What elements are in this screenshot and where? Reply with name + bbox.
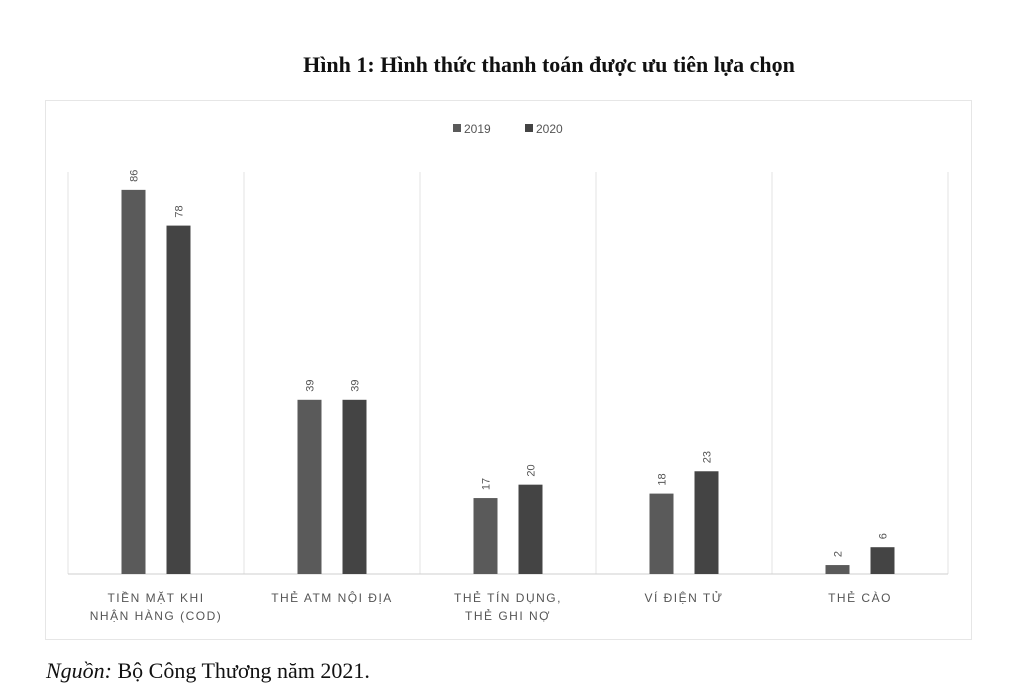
value-label-2019-cat-2: 17 — [481, 478, 493, 490]
bar-2019-cat-3 — [649, 493, 674, 574]
category-label-0-line-1: NHẬN HÀNG (COD) — [90, 608, 223, 623]
bar-2019-cat-4 — [825, 565, 850, 574]
value-label-2019-cat-3: 18 — [657, 473, 669, 485]
category-label-2-line-1: THẺ GHI NỢ — [465, 608, 551, 623]
chart-legend: 2019 2020 — [453, 122, 563, 136]
bar-2019-cat-1 — [297, 399, 322, 574]
value-label-2020-cat-4: 6 — [878, 533, 890, 539]
value-label-2019-cat-0: 86 — [129, 170, 141, 182]
bar-2020-cat-3 — [694, 471, 719, 574]
source-label: Nguồn: — [46, 658, 112, 683]
chart-bars — [121, 189, 895, 574]
legend-label-2019: 2019 — [464, 122, 491, 136]
category-label-0-line-0: TIỀN MẶT KHI — [107, 590, 204, 605]
value-label-2020-cat-3: 23 — [702, 451, 714, 463]
value-label-2020-cat-2: 20 — [526, 464, 538, 476]
category-label-2-line-0: THẺ TÍN DỤNG, — [454, 590, 562, 605]
bar-2020-cat-0 — [166, 225, 191, 574]
source-text: Bộ Công Thương năm 2021. — [117, 658, 370, 683]
category-label-4-line-0: THẺ CÀO — [828, 590, 892, 605]
source-note: Nguồn: Bộ Công Thương năm 2021. — [46, 658, 370, 684]
category-label-1-line-0: THẺ ATM NỘI ĐỊA — [271, 590, 393, 605]
bar-2019-cat-2 — [473, 498, 498, 574]
bar-2020-cat-1 — [342, 399, 367, 574]
legend-swatch-2020 — [525, 124, 533, 132]
category-label-3-line-0: VÍ ĐIỆN TỬ — [644, 590, 723, 605]
bar-2020-cat-2 — [518, 484, 543, 574]
bar-2020-cat-4 — [870, 547, 895, 574]
value-label-2020-cat-1: 39 — [350, 380, 362, 392]
bar-2019-cat-0 — [121, 189, 146, 574]
value-label-2019-cat-4: 2 — [833, 551, 845, 557]
value-label-2019-cat-1: 39 — [305, 380, 317, 392]
chart-frame — [45, 100, 972, 640]
figure-title: Hình 1: Hình thức thanh toán được ưu tiê… — [303, 52, 795, 77]
value-label-2020-cat-0: 78 — [174, 205, 186, 217]
legend-label-2020: 2020 — [536, 122, 563, 136]
chart-value-labels: 86 78 39 39 17 20 18 23 2 6 — [129, 170, 890, 557]
legend-swatch-2019 — [453, 124, 461, 132]
chart-gridlines — [67, 172, 949, 575]
chart-category-labels: TIỀN MẶT KHI NHẬN HÀNG (COD) THẺ ATM NỘI Đ… — [90, 590, 892, 623]
